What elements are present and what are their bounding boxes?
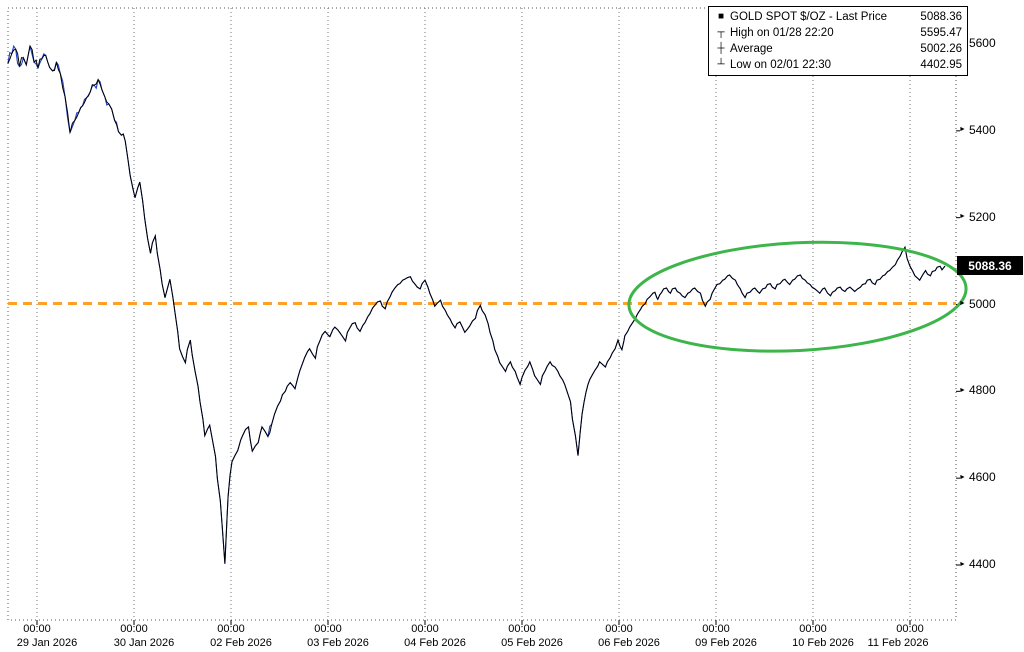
x-tick-time: 00:00 (23, 623, 51, 635)
legend-value: 5595.47 (920, 27, 962, 39)
legend-value: 4402.95 (920, 59, 962, 71)
high-tick-icon: ┬ (717, 27, 725, 38)
last-price-axis-label: 5088.36 (957, 256, 1023, 276)
x-tick-date: 03 Feb 2026 (307, 637, 369, 649)
x-tick-time: 00:00 (217, 623, 245, 635)
x-tick-time: 00:00 (508, 623, 536, 635)
axis-tick-arrow-icon: ► (959, 386, 966, 394)
legend-label: GOLD SPOT $/OZ - Last Price (730, 11, 887, 23)
y-tick-label: ► 5200 (959, 210, 1023, 224)
highlight-ellipse-annotation (627, 240, 968, 353)
x-tick-date: 04 Feb 2026 (404, 637, 466, 649)
legend-row-high: ┬ High on 01/28 22:20 5595.47 (709, 25, 967, 41)
legend-label: Low on 02/01 22:30 (730, 59, 832, 71)
y-tick-value: 4600 (968, 470, 996, 485)
y-tick-value: 5400 (968, 122, 996, 137)
x-tick-time: 00:00 (314, 623, 342, 635)
legend-value: 5002.26 (920, 43, 962, 55)
y-tick-value: 4800 (968, 383, 996, 398)
x-tick-date: 09 Feb 2026 (695, 637, 757, 649)
low-tick-icon: ┴ (717, 59, 725, 70)
y-tick-value: 5200 (968, 209, 996, 224)
y-tick-value: 5000 (968, 296, 996, 311)
x-tick-time: 00:00 (411, 623, 439, 635)
y-tick-value: 5600 (968, 36, 996, 50)
axis-tick-arrow-icon: ► (959, 560, 966, 568)
y-tick-label: ► 4800 (959, 383, 1023, 397)
legend-row-average: ┼ Average 5002.26 (709, 41, 967, 57)
y-tick-value: 4400 (968, 557, 996, 571)
x-tick-time: 00:00 (605, 623, 633, 635)
y-tick-label: ► 5000 (959, 297, 1023, 311)
y-tick-label: ► 5400 (959, 123, 1023, 137)
x-tick-date: 30 Jan 2026 (113, 637, 175, 649)
x-tick-time: 00:00 (120, 623, 148, 635)
x-tick-date: 06 Feb 2026 (598, 637, 660, 649)
axis-tick-arrow-icon: ► (959, 300, 966, 307)
legend-label: High on 01/28 22:20 (730, 27, 834, 39)
x-tick-time: 00:00 (702, 623, 730, 635)
x-tick-time: 00:00 (896, 623, 924, 635)
legend-row-last-price: ■ GOLD SPOT $/OZ - Last Price 5088.36 (709, 9, 967, 25)
legend-label: Average (730, 43, 773, 55)
chart-legend: ■ GOLD SPOT $/OZ - Last Price 5088.36 ┬ … (708, 6, 968, 76)
y-tick-label: ► 4600 (959, 470, 1023, 484)
x-tick-date: 05 Feb 2026 (501, 637, 563, 649)
x-tick-date: 11 Feb 2026 (867, 637, 929, 649)
x-tick-date: 02 Feb 2026 (210, 637, 272, 649)
average-tick-icon: ┼ (717, 43, 725, 54)
legend-row-low: ┴ Low on 02/01 22:30 4402.95 (709, 57, 967, 73)
last-price-square-icon: ■ (717, 11, 725, 22)
y-tick-label: ►5600 (959, 36, 1023, 50)
x-tick-time: 00:00 (799, 623, 827, 635)
x-tick-date: 29 Jan 2026 (16, 637, 78, 649)
y-tick-label: ► 4400 (959, 557, 1023, 571)
legend-value: 5088.36 (920, 11, 962, 23)
x-tick-date: 10 Feb 2026 (792, 637, 854, 649)
axis-tick-arrow-icon: ► (959, 213, 966, 221)
axis-tick-arrow-icon: ► (959, 473, 966, 481)
axis-tick-arrow-icon: ► (959, 126, 966, 134)
